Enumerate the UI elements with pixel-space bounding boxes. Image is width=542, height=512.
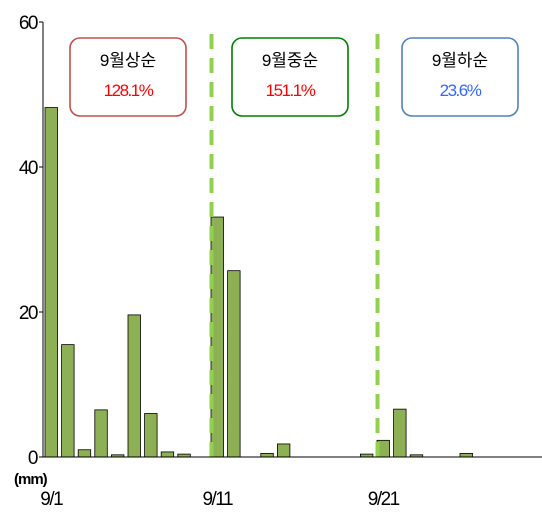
period-label: 9월하순 [432,51,488,70]
y-tick-label: 20 [19,303,38,324]
bar-series [44,107,473,458]
x-tick-label: 9/1 [40,489,63,510]
period-box-frame [401,37,519,117]
x-tick-labels: 9/1 9/11 9/21 [40,489,401,510]
period-box: 9월중순 151.1% [231,37,349,117]
period-box-frame [69,37,187,117]
bar [144,413,158,458]
bar [44,107,58,458]
period-box-frame [231,37,349,117]
bar [127,314,141,458]
period-value: 128.1% [104,81,154,100]
bar [260,452,274,458]
bar [61,344,75,458]
bar [227,270,241,458]
period-value: 151.1% [266,81,316,100]
period-label: 9월중순 [262,51,318,70]
x-tick-label: 9/21 [368,489,400,510]
period-box: 9월하순 23.6% [401,37,519,117]
x-tick-label: 9/11 [202,489,233,510]
period-label: 9월상순 [100,51,156,70]
period-value: 23.6% [440,81,482,100]
bar [276,443,291,458]
y-tick-label: 40 [19,158,38,179]
y-tick-label: 60 [19,13,38,34]
period-box: 9월상순 128.1% [69,37,187,117]
period-boxes: 9월상순 128.1% 9월중순 151.1% 9월하순 23.6% [69,37,519,117]
bar [77,449,92,458]
y-tick-label: 0 [28,448,38,469]
bar [94,409,108,458]
bar [160,451,175,458]
bar [393,408,407,458]
bar [459,452,473,458]
unit-label: (mm) [14,471,48,488]
y-tick-labels: 0 20 40 60 [19,13,43,469]
